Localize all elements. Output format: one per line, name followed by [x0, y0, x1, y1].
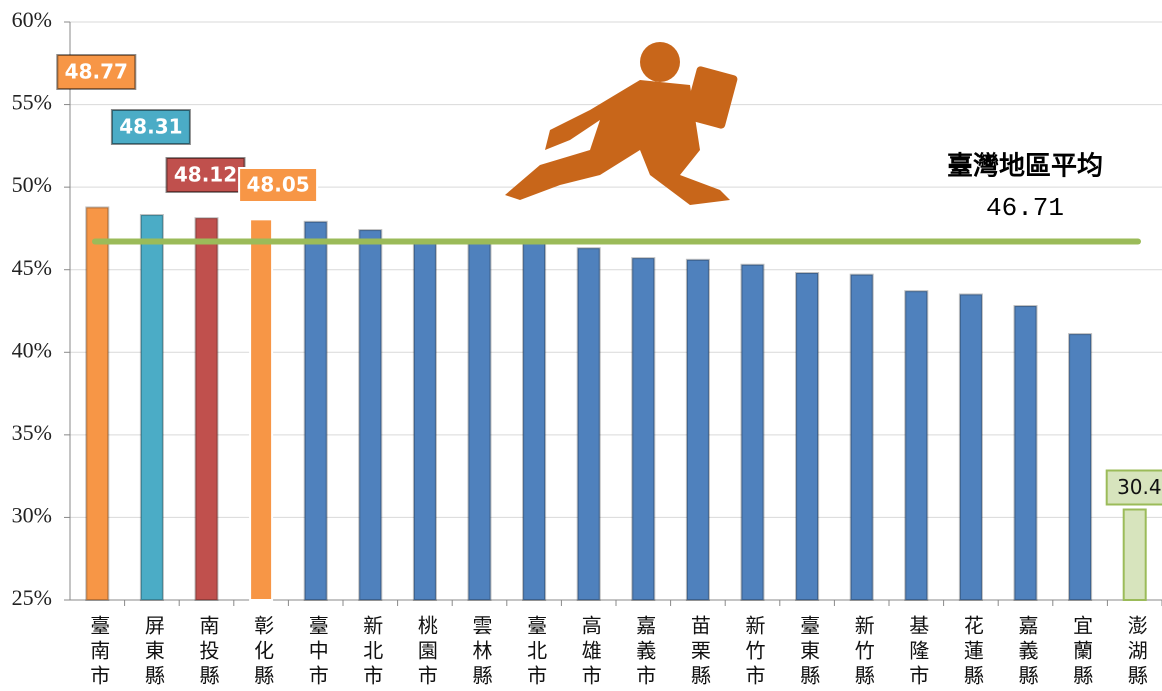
x-tick-label: 高雄市	[578, 615, 602, 690]
y-tick-label: 55%	[12, 90, 52, 115]
runner-figure	[505, 42, 738, 205]
x-tick-label: 臺南市	[87, 615, 111, 690]
bar	[1013, 305, 1038, 601]
value-label: 48.31	[119, 115, 182, 139]
x-tick-label: 花蓮縣	[960, 615, 984, 690]
bar	[795, 272, 820, 601]
value-label-box	[1105, 469, 1162, 506]
bar	[194, 217, 219, 601]
bar	[685, 258, 710, 601]
x-tick-label: 南投縣	[196, 615, 220, 690]
y-tick-label: 25%	[12, 585, 52, 610]
bar	[467, 240, 492, 601]
y-tick-label: 40%	[12, 337, 52, 362]
x-tick-label: 嘉義市	[633, 615, 657, 690]
bar	[849, 273, 874, 601]
average-label: 臺灣地區平均	[947, 152, 1103, 182]
x-tick-label: 臺東縣	[797, 615, 821, 690]
x-tick-label: 屏東縣	[141, 615, 165, 690]
x-tick-label: 澎湖縣	[1124, 615, 1148, 690]
bar	[412, 238, 437, 601]
bar	[1068, 333, 1093, 601]
bar	[1122, 508, 1147, 601]
x-tick-label: 雲林縣	[469, 615, 493, 690]
y-tick-label: 35%	[12, 420, 52, 445]
y-tick-label: 30%	[12, 502, 52, 527]
x-tick-label: 臺北市	[524, 615, 548, 690]
x-tick-label: 臺中市	[305, 615, 329, 690]
y-tick-label: 45%	[12, 255, 52, 280]
bar	[522, 240, 547, 601]
value-label: 48.77	[65, 60, 128, 84]
value-label-box	[238, 167, 319, 203]
x-tick-label: 新竹縣	[851, 615, 875, 690]
bar	[249, 218, 274, 602]
bar	[85, 206, 110, 602]
bar	[303, 220, 328, 602]
average-value: 46.71	[986, 193, 1064, 223]
x-tick-label: 基隆市	[906, 615, 930, 690]
x-tick-label: 嘉義縣	[1015, 615, 1039, 690]
value-label-box	[110, 109, 191, 145]
x-tick-label: 桃園市	[414, 615, 438, 690]
value-label: 48.12	[174, 163, 237, 187]
x-tick-label: 宜蘭縣	[1070, 615, 1094, 690]
x-tick-label: 新竹市	[742, 615, 766, 690]
x-tick-label: 新北市	[360, 615, 384, 690]
x-tick-label: 彰化縣	[251, 615, 275, 690]
bar	[358, 229, 383, 602]
y-tick-label: 50%	[12, 172, 52, 197]
bar	[958, 293, 983, 601]
bar	[740, 263, 765, 601]
bar	[576, 247, 601, 601]
value-label: 30.48	[1117, 475, 1162, 499]
value-label: 48.05	[246, 173, 309, 197]
value-label-box	[165, 157, 246, 193]
bar	[139, 214, 164, 601]
x-tick-label: 苗栗縣	[687, 615, 711, 690]
bar	[631, 257, 656, 601]
y-tick-label: 60%	[12, 7, 52, 32]
bar	[904, 290, 929, 601]
value-label-box	[56, 54, 137, 90]
